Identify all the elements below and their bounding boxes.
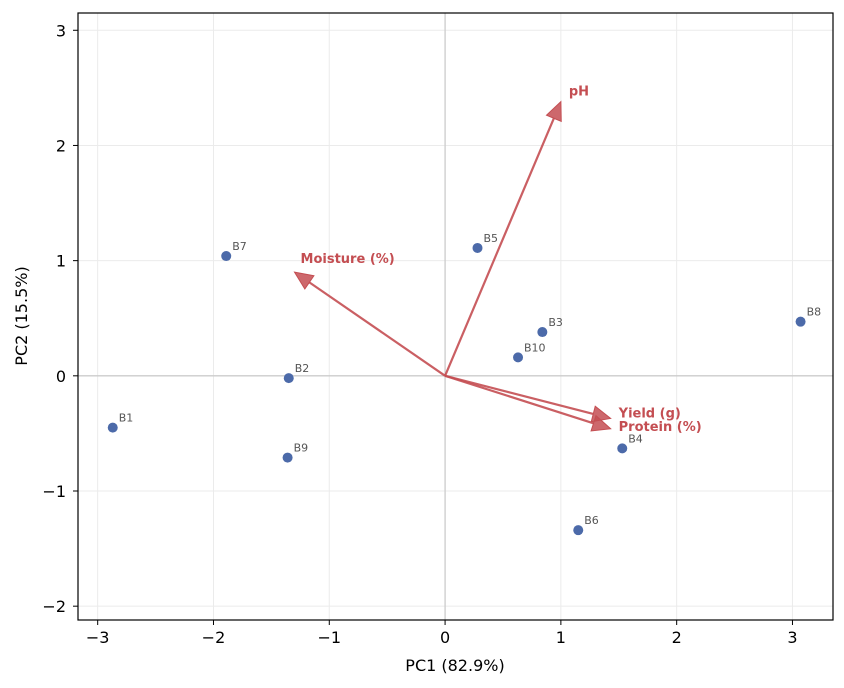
sample-point-label: B2 bbox=[295, 362, 310, 375]
sample-point-label: B9 bbox=[294, 442, 309, 455]
x-tick-label: 0 bbox=[440, 628, 450, 647]
grid bbox=[78, 13, 833, 620]
sample-point bbox=[513, 352, 524, 363]
x-tick-label: 1 bbox=[556, 628, 566, 647]
loading-vector-line bbox=[444, 374, 594, 416]
loading-label: Yield (g) bbox=[618, 406, 681, 421]
y-axis-label: PC2 (15.5%) bbox=[12, 266, 31, 365]
x-tick-label: 2 bbox=[672, 628, 682, 647]
sample-point-label: B4 bbox=[628, 432, 643, 445]
x-axis-label: PC1 (82.9%) bbox=[405, 656, 504, 675]
loading-vector-arrowhead bbox=[590, 405, 612, 423]
y-tick-label: 0 bbox=[56, 367, 66, 386]
sample-point bbox=[107, 422, 118, 433]
sample-point bbox=[537, 327, 548, 338]
sample-point bbox=[795, 316, 806, 327]
sample-point-label: B1 bbox=[119, 412, 134, 425]
sample-points bbox=[107, 242, 806, 536]
sample-point-label: B7 bbox=[232, 240, 247, 253]
y-tick-label: 1 bbox=[56, 252, 66, 271]
loading-vectors bbox=[293, 100, 612, 432]
sample-point bbox=[573, 525, 584, 536]
loading-label: Moisture (%) bbox=[301, 252, 395, 267]
loading-vector-arrowhead bbox=[545, 100, 562, 123]
sample-point-label: B6 bbox=[584, 514, 599, 527]
loading-vector-line bbox=[444, 117, 555, 377]
plot-frame bbox=[77, 12, 834, 621]
sample-point bbox=[282, 452, 293, 463]
x-tick-label: −1 bbox=[317, 628, 341, 647]
x-tick-label: 3 bbox=[787, 628, 797, 647]
loading-vector-line bbox=[444, 374, 594, 425]
y-tick-label: 2 bbox=[56, 136, 66, 155]
loading-vector-line bbox=[308, 281, 446, 377]
loading-label: Protein (%) bbox=[619, 420, 702, 435]
y-tick-label: 3 bbox=[56, 21, 66, 40]
x-tick-label: −2 bbox=[202, 628, 226, 647]
sample-point bbox=[617, 443, 628, 454]
x-tick-label: −3 bbox=[86, 628, 110, 647]
sample-point-label: B10 bbox=[524, 341, 546, 354]
loading-label: pH bbox=[569, 85, 589, 100]
y-tick-label: −1 bbox=[42, 482, 66, 501]
zero-lines bbox=[78, 13, 833, 620]
sample-point bbox=[221, 251, 232, 262]
y-tick-label: −2 bbox=[42, 597, 66, 616]
loading-vector-arrowhead bbox=[590, 414, 612, 432]
sample-point-label: B5 bbox=[484, 232, 499, 245]
loading-vector-arrowhead bbox=[293, 271, 315, 290]
sample-point bbox=[283, 373, 294, 384]
sample-point-label: B8 bbox=[807, 306, 822, 319]
axis-ticks: −3 −2 −1 0 1 2 3 −2 −1 0 1 2 3 bbox=[42, 21, 797, 647]
sample-point bbox=[472, 242, 483, 253]
sample-point-label: B3 bbox=[548, 316, 563, 329]
point-labels: pH Moisture (%) Yield (g)Protein (%) B1 B2 B3… bbox=[119, 85, 821, 527]
